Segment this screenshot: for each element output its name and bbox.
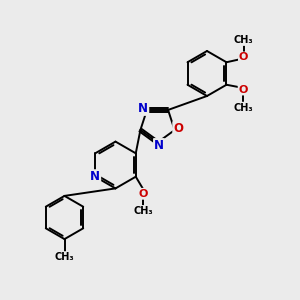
Text: O: O: [238, 85, 248, 94]
Text: CH₃: CH₃: [134, 206, 153, 216]
Text: N: N: [90, 170, 100, 183]
Text: CH₃: CH₃: [234, 35, 254, 45]
Text: N: N: [154, 139, 164, 152]
Text: CH₃: CH₃: [233, 103, 253, 112]
Text: O: O: [173, 122, 183, 135]
Text: O: O: [139, 189, 148, 199]
Text: N: N: [138, 102, 148, 115]
Text: CH₃: CH₃: [55, 252, 74, 262]
Text: O: O: [239, 52, 248, 62]
